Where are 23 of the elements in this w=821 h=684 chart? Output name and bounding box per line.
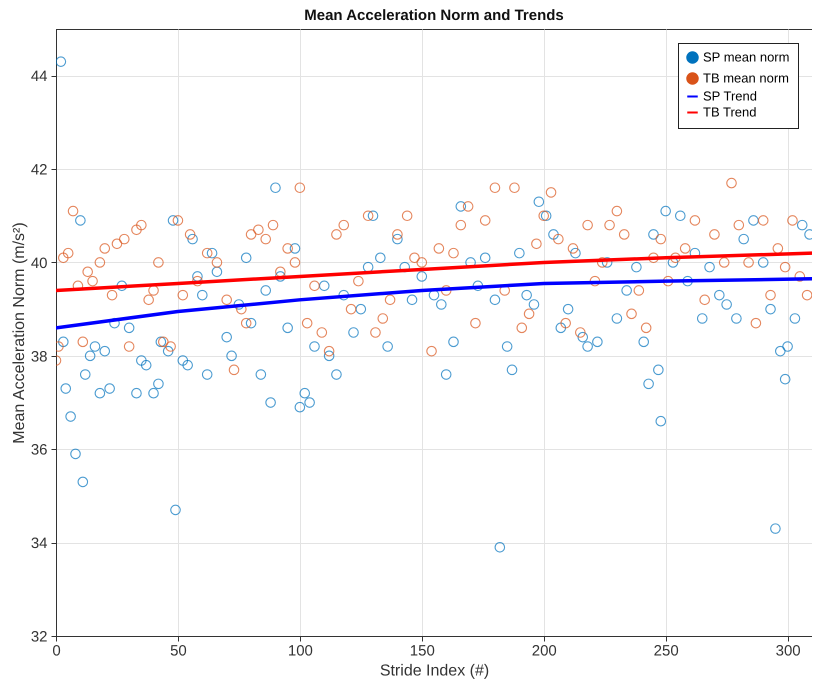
y-tick-label: 32	[30, 628, 48, 646]
legend-label: TB Trend	[703, 104, 756, 120]
x-axis-title: Stride Index (#)	[380, 662, 490, 680]
y-axis-title: Mean Acceleration Norm (m/s²)	[10, 222, 28, 444]
line-series	[56, 251, 812, 292]
y-tick-label: 38	[30, 348, 48, 366]
x-tick-label: 100	[288, 642, 313, 660]
legend-label: SP Trend	[703, 88, 757, 104]
x-tick-label: 150	[410, 642, 435, 660]
legend-label: SP mean norm	[703, 50, 790, 64]
chart-title: Mean Acceleration Norm and Trends	[304, 7, 564, 24]
x-tick-label: 300	[776, 642, 801, 660]
y-tick-label: 40	[30, 254, 48, 272]
line-series	[56, 277, 812, 330]
y-tick-label: 44	[30, 68, 48, 86]
y-tick-label: 36	[30, 442, 48, 459]
x-tick-label: 0	[52, 642, 61, 660]
x-tick-label: 250	[654, 642, 679, 660]
y-tick-label: 42	[30, 162, 48, 179]
y-tick-label: 34	[30, 535, 48, 552]
x-tick-label: 200	[532, 642, 557, 660]
x-tick-label: 50	[170, 642, 187, 660]
legend-label: TB mean norm	[703, 70, 789, 86]
